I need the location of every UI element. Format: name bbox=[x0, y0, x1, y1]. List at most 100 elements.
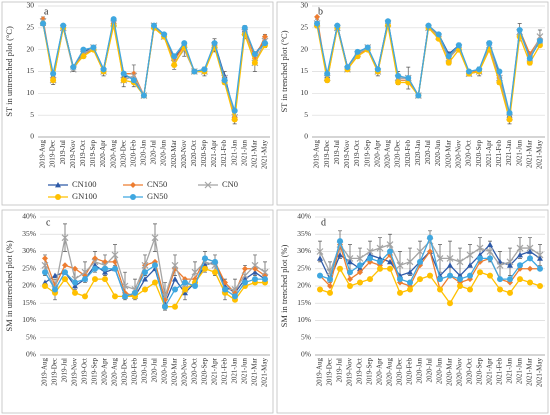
y-tick-label: 40% bbox=[297, 212, 311, 221]
x-tick-label: 2020-Oct bbox=[466, 358, 474, 384]
marker-x bbox=[506, 258, 514, 266]
x-tick-label: 2020-Sep bbox=[200, 140, 208, 167]
marker-circle bbox=[42, 283, 48, 289]
marker-triangle bbox=[537, 255, 543, 261]
marker-circle bbox=[317, 286, 323, 293]
y-tick-label: 30 bbox=[27, 1, 35, 10]
marker-x bbox=[416, 248, 424, 255]
marker-circle bbox=[90, 44, 97, 51]
marker-circle bbox=[171, 53, 178, 60]
marker-circle bbox=[507, 276, 513, 283]
y-tick-label: 0% bbox=[26, 350, 36, 359]
marker-circle bbox=[172, 303, 178, 310]
x-tick-label: 2020-Jan bbox=[141, 358, 149, 384]
x-tick-label: 2020-Mar bbox=[170, 139, 178, 168]
marker-circle bbox=[140, 92, 147, 99]
marker-circle bbox=[151, 22, 157, 29]
marker-circle bbox=[182, 286, 188, 293]
marker-circle bbox=[202, 265, 208, 272]
marker-x bbox=[406, 258, 414, 266]
y-tick-label: 10 bbox=[301, 88, 309, 97]
y-tick-label: 30% bbox=[22, 246, 36, 255]
marker-circle bbox=[497, 286, 503, 293]
marker-x bbox=[446, 254, 454, 262]
x-tick-label: 2019-Jul bbox=[59, 140, 67, 165]
x-tick-label: 2021-Feb bbox=[221, 358, 229, 385]
x-tick-label: 2020-Mar bbox=[446, 357, 454, 386]
marker-diamond bbox=[357, 269, 363, 276]
marker-circle bbox=[357, 262, 363, 269]
marker-diamond bbox=[261, 33, 268, 40]
marker-circle bbox=[152, 279, 158, 286]
marker-x bbox=[346, 254, 354, 262]
marker-circle bbox=[324, 77, 331, 84]
y-tick-label: 10% bbox=[297, 315, 311, 324]
marker-x bbox=[171, 261, 179, 269]
marker-circle bbox=[344, 64, 351, 71]
panel-label: c bbox=[46, 217, 51, 228]
legend-label: CN0 bbox=[222, 179, 238, 189]
marker-circle bbox=[40, 20, 47, 27]
x-tick-label: 2019-Aug bbox=[313, 140, 321, 169]
panel-border bbox=[1, 209, 274, 414]
marker-triangle bbox=[52, 272, 58, 279]
marker-circle bbox=[251, 51, 258, 58]
x-tick-label: 2021-Jun bbox=[241, 358, 249, 385]
marker-x bbox=[130, 72, 138, 80]
marker-circle bbox=[161, 31, 168, 38]
marker-circle bbox=[327, 276, 333, 283]
x-tick-label: 2019-Sep bbox=[366, 358, 374, 385]
y-tick-label: 10% bbox=[22, 315, 36, 324]
y-tick-label: 0% bbox=[301, 350, 311, 359]
marker-x bbox=[41, 261, 49, 269]
marker-circle bbox=[377, 258, 383, 265]
marker-triangle bbox=[55, 182, 61, 188]
marker-circle bbox=[526, 59, 533, 66]
y-axis-title: ST in untrenched plot (°C) bbox=[4, 26, 14, 117]
x-tick-label: 2019-Aug bbox=[41, 358, 49, 387]
marker-circle bbox=[395, 79, 402, 86]
marker-circle bbox=[455, 42, 462, 49]
marker-x bbox=[476, 244, 484, 252]
marker-triangle bbox=[407, 269, 413, 275]
marker-circle bbox=[222, 286, 228, 293]
y-axis-title: ST in trenched plot (°C) bbox=[279, 30, 289, 112]
marker-diamond bbox=[130, 182, 136, 188]
marker-circle bbox=[507, 289, 513, 296]
marker-x bbox=[376, 244, 384, 252]
marker-x bbox=[396, 261, 404, 269]
marker-x bbox=[496, 261, 504, 269]
marker-x bbox=[456, 258, 464, 266]
marker-circle bbox=[130, 194, 136, 200]
y-tick-label: 15% bbox=[297, 298, 311, 307]
marker-circle bbox=[536, 37, 543, 44]
marker-x bbox=[204, 181, 212, 189]
marker-triangle bbox=[72, 283, 78, 289]
marker-circle bbox=[130, 77, 137, 84]
marker-circle bbox=[251, 59, 258, 66]
x-tick-label: 2021-Jun bbox=[516, 358, 524, 385]
marker-circle bbox=[324, 70, 331, 77]
marker-circle bbox=[387, 265, 393, 272]
y-tick-label: 20% bbox=[297, 281, 311, 290]
marker-circle bbox=[477, 255, 483, 262]
marker-circle bbox=[407, 279, 413, 286]
marker-circle bbox=[82, 276, 88, 283]
marker-circle bbox=[221, 77, 228, 84]
marker-x bbox=[356, 254, 364, 262]
marker-circle bbox=[377, 265, 383, 272]
marker-circle bbox=[467, 272, 473, 279]
marker-circle bbox=[337, 265, 343, 272]
marker-circle bbox=[202, 255, 208, 262]
marker-circle bbox=[262, 276, 268, 283]
x-tick-label: 2020-Feb bbox=[406, 358, 414, 385]
x-tick-label: 2020-Apr bbox=[99, 139, 107, 167]
y-tick-label: 25% bbox=[297, 263, 311, 272]
marker-x bbox=[231, 286, 239, 293]
x-tick-label: 2021-Jun bbox=[515, 140, 523, 167]
marker-circle bbox=[142, 269, 148, 276]
marker-x bbox=[141, 261, 149, 269]
marker-circle bbox=[212, 269, 218, 276]
x-tick-label: 2019-Jul bbox=[333, 140, 341, 165]
